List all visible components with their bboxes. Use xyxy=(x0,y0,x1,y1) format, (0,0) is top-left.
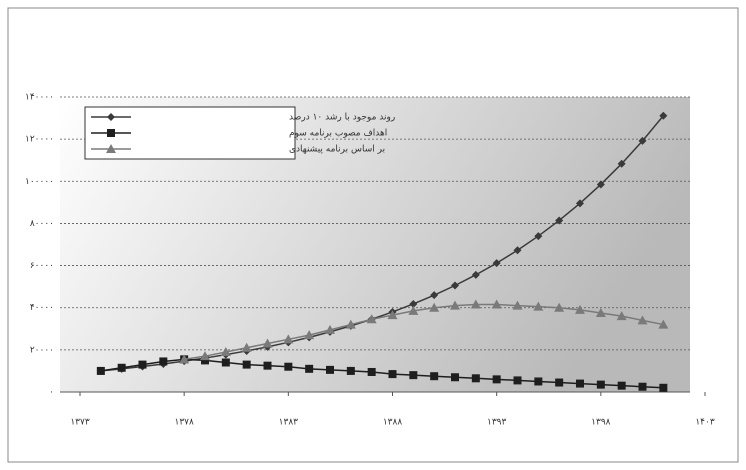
marker xyxy=(576,199,584,208)
marker xyxy=(429,302,440,312)
marker xyxy=(409,371,418,380)
marker xyxy=(491,299,502,309)
marker xyxy=(408,305,419,315)
x-tick-label: ۱۳۷۸ xyxy=(174,418,194,428)
marker xyxy=(367,367,376,376)
marker xyxy=(96,366,105,375)
marker xyxy=(451,373,459,382)
x-tick-label: ۱۳۸۸ xyxy=(383,418,403,428)
marker xyxy=(638,382,647,391)
marker xyxy=(638,136,647,145)
marker xyxy=(388,370,397,379)
marker xyxy=(179,354,190,364)
marker xyxy=(220,346,231,356)
legend-marker xyxy=(107,113,115,121)
marker xyxy=(492,375,501,384)
marker xyxy=(326,365,334,374)
marker xyxy=(450,300,460,310)
x-tick-label: ۱۳۷۳ xyxy=(70,418,90,428)
marker xyxy=(159,357,168,366)
y-tick-label: ۱۰۰۰۰۰ xyxy=(25,177,54,187)
y-tick-label: ۴۰۰۰۰ xyxy=(30,303,54,313)
x-tick-label: ۱۳۹۸ xyxy=(591,418,611,428)
marker xyxy=(283,334,294,344)
marker xyxy=(492,259,501,268)
marker xyxy=(533,301,544,311)
marker xyxy=(284,362,293,371)
legend-marker xyxy=(107,129,115,137)
marker xyxy=(325,324,335,334)
marker xyxy=(430,291,439,300)
marker xyxy=(555,378,564,387)
marker xyxy=(305,364,314,373)
marker xyxy=(117,363,126,372)
x-tick-label: ۱۳۹۳ xyxy=(487,418,507,428)
marker xyxy=(616,311,627,321)
x-tick-label: ۱۴۰۳ xyxy=(695,418,715,428)
marker xyxy=(471,270,480,279)
marker xyxy=(471,374,480,383)
marker xyxy=(512,300,523,310)
marker xyxy=(262,338,273,348)
marker xyxy=(637,315,648,325)
marker xyxy=(513,246,522,255)
marker xyxy=(575,304,585,314)
marker xyxy=(595,307,606,317)
marker xyxy=(451,281,459,290)
marker xyxy=(201,356,209,365)
marker xyxy=(221,358,230,367)
y-tick-label: ۲۰۰۰۰ xyxy=(30,345,54,355)
marker xyxy=(430,372,439,381)
y-tick-label: ۰ xyxy=(49,388,54,398)
legend-label: روند موجود با رشد ۱۰ درصد xyxy=(289,113,395,123)
marker xyxy=(554,302,565,312)
x-tick-label: ۱۳۸۳ xyxy=(279,418,299,428)
legend-label: بر اساس برنامه پیشنهادی xyxy=(289,145,385,155)
y-tick-label: ۱۲۰۰۰۰ xyxy=(25,135,54,145)
marker xyxy=(617,381,626,390)
marker xyxy=(659,111,668,120)
marker xyxy=(387,310,398,320)
marker xyxy=(345,319,356,329)
marker xyxy=(576,379,584,388)
y-tick-label: ۶۰۰۰۰ xyxy=(30,261,54,271)
marker xyxy=(659,383,668,392)
marker xyxy=(596,180,605,189)
y-tick-label: ۱۴۰۰۰۰ xyxy=(25,93,54,103)
marker xyxy=(138,360,147,369)
marker xyxy=(658,319,669,329)
marker xyxy=(200,351,210,361)
y-tick-label: ۸۰۰۰۰ xyxy=(30,219,54,229)
marker xyxy=(534,232,543,241)
marker xyxy=(513,376,522,385)
marker xyxy=(346,366,355,375)
marker xyxy=(596,380,605,389)
marker xyxy=(470,299,481,309)
marker xyxy=(304,330,315,340)
marker xyxy=(555,216,564,225)
marker xyxy=(366,314,377,324)
series-line xyxy=(184,303,664,361)
marker xyxy=(409,299,418,308)
legend-label: اهداف مصوب برنامه سوم xyxy=(289,129,387,139)
marker xyxy=(241,342,252,352)
marker xyxy=(617,159,626,168)
series-line xyxy=(100,358,664,389)
marker xyxy=(534,377,543,386)
marker xyxy=(242,360,251,369)
legend-marker xyxy=(106,144,116,153)
marker xyxy=(263,361,272,370)
